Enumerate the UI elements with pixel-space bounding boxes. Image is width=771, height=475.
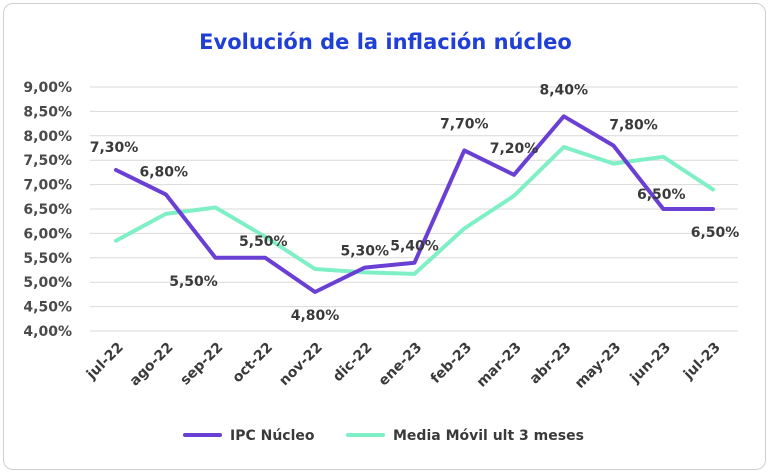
y-tick-label: 6,50%: [23, 202, 72, 218]
y-axis: 4,00% 4,50% 5,00% 5,50% 6,00% 6,50% 7,00% 7,50%…: [23, 80, 72, 340]
data-label: 6,50%: [691, 225, 740, 241]
x-tick-label: mar-23: [474, 340, 525, 391]
data-label: 5,40%: [390, 239, 439, 255]
data-label: 4,80%: [291, 308, 340, 324]
x-tick-label: jul-23: [680, 340, 724, 384]
legend-label: IPC Núcleo: [230, 428, 315, 444]
y-tick-label: 7,00%: [23, 178, 72, 194]
x-tick-label: ene-23: [376, 340, 426, 390]
x-tick-label: nov-22: [276, 340, 326, 390]
x-tick-label: jul-22: [83, 340, 127, 384]
x-tick-label: sep-22: [177, 340, 226, 389]
data-label: 6,50%: [637, 187, 686, 203]
data-label: 8,40%: [539, 82, 588, 98]
media-movil-line: [114, 145, 715, 276]
data-label: 7,70%: [440, 116, 489, 132]
y-tick-label: 8,00%: [23, 129, 72, 145]
data-label: 5,50%: [169, 274, 218, 290]
data-label: 5,30%: [340, 244, 389, 260]
y-tick-label: 8,50%: [23, 104, 72, 120]
chart-title: Evolución de la inflación núcleo: [199, 30, 572, 54]
x-tick-label: oct-22: [229, 340, 276, 387]
x-tick-label: jun-23: [627, 340, 674, 387]
data-label: 7,20%: [490, 141, 539, 157]
y-tick-label: 5,50%: [23, 251, 72, 267]
data-label: 6,80%: [139, 164, 188, 180]
legend-item-ipc-nucleo: IPC Núcleo: [183, 428, 315, 444]
x-tick-label: ago-22: [127, 340, 177, 390]
y-tick-label: 9,00%: [23, 80, 72, 96]
data-labels: 7,30%6,80% 5,50% 5,50% 4,80% 5,30% 5,40% 7,70%…: [90, 82, 740, 324]
x-tick-label: abr-23: [527, 340, 575, 388]
data-label: 5,50%: [239, 234, 288, 250]
legend-item-media-movil: Media Móvil ult 3 meses: [346, 428, 584, 444]
series-lines: [114, 114, 715, 294]
y-tick-label: 4,00%: [23, 324, 72, 340]
legend: IPC Núcleo Media Móvil ult 3 meses: [183, 428, 584, 444]
y-tick-label: 5,00%: [23, 275, 72, 291]
y-tick-label: 7,50%: [23, 153, 72, 169]
y-tick-label: 4,50%: [23, 300, 72, 316]
x-tick-label: feb-23: [428, 340, 475, 387]
x-tick-label: dic-22: [330, 340, 376, 386]
ipc-nucleo-line: [114, 114, 715, 294]
x-tick-label: may-23: [572, 340, 624, 392]
data-label: 7,30%: [90, 140, 139, 156]
legend-label: Media Móvil ult 3 meses: [393, 428, 584, 444]
chart-frame: [3, 3, 766, 470]
x-axis: jul-22 ago-22 sep-22 oct-22 nov-22 dic-22 ene-…: [83, 340, 724, 392]
y-tick-label: 6,00%: [23, 226, 72, 242]
data-label: 7,80%: [609, 118, 658, 134]
